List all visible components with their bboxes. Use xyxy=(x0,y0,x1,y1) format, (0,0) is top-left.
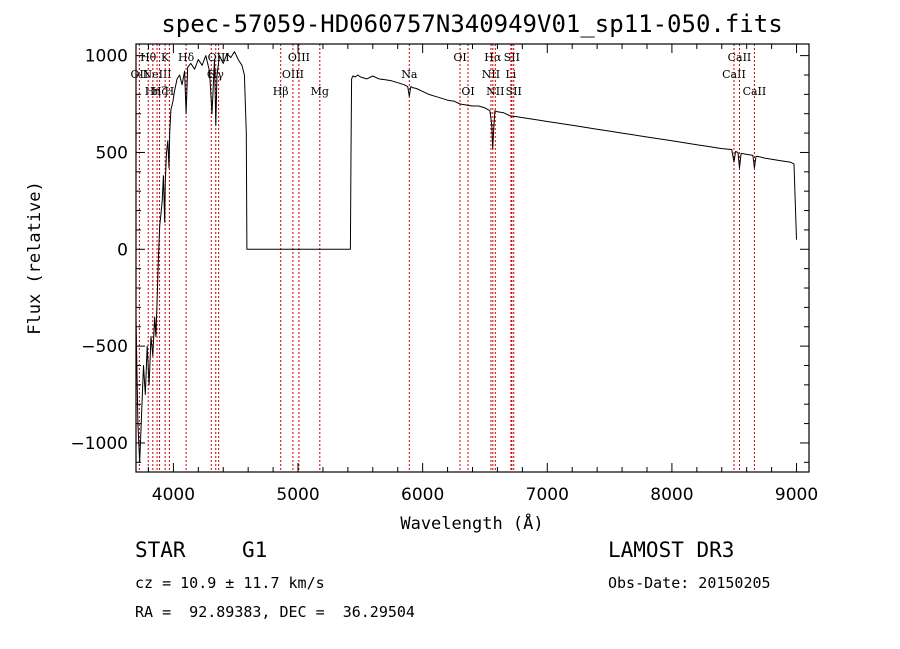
line-marker-label-26: CaII xyxy=(743,85,767,98)
line-marker-label-13: OIII xyxy=(288,51,310,64)
line-marker-label-18: NII xyxy=(482,68,500,81)
line-marker-label-17: OI xyxy=(461,85,474,98)
line-marker-label-20: NII xyxy=(486,85,504,98)
x-tick-label-6000: 6000 xyxy=(401,485,444,505)
line-marker-label-3: NeIII xyxy=(142,68,171,81)
plot-frame xyxy=(135,43,810,473)
x-tick-label-8000: 8000 xyxy=(650,485,693,505)
y-tick-label--500: −500 xyxy=(81,337,128,357)
line-marker-label-8: G xyxy=(207,68,216,81)
line-marker-label-15: Na xyxy=(401,68,418,81)
series-layer xyxy=(135,51,797,463)
line-marker-label-12: OIII xyxy=(282,68,304,81)
y-tick-label--1000: −1000 xyxy=(70,434,128,454)
x-tick-label-4000: 4000 xyxy=(152,485,195,505)
line-marker-label-7: Hδ xyxy=(178,51,195,64)
object-class: STAR xyxy=(135,538,186,562)
x-tick-label-5000: 5000 xyxy=(276,485,319,505)
y-tick-label-500: 500 xyxy=(96,143,128,163)
x-ticks: 4000 5000 6000 7000 8000 9000 xyxy=(147,44,818,505)
y-ticks: −1000 −500 0 500 1000 xyxy=(70,47,809,463)
object-subclass: G1 xyxy=(242,538,268,562)
observation-date: Obs-Date: 20150205 xyxy=(608,574,771,592)
line-marker-label-4: Hζ xyxy=(152,85,168,98)
survey-label: LAMOST DR3 xyxy=(608,538,735,562)
x-tick-label-9000: 9000 xyxy=(775,485,818,505)
line-marker-label-11: Hβ xyxy=(273,85,289,98)
redshift-text: cz = 10.9 ± 11.7 km/s xyxy=(135,574,325,592)
x-axis-label: Wavelength (Å) xyxy=(400,512,543,534)
line-marker-label-19: Hα xyxy=(484,51,502,64)
series-line-flux xyxy=(135,51,797,463)
spectrum-chart: spec-57059-HD060757N340949V01_sp11-050.f… xyxy=(25,10,818,534)
line-marker-label-24: CaII xyxy=(722,68,746,81)
line-marker-label-23: SII xyxy=(506,85,522,98)
x-tick-label-7000: 7000 xyxy=(526,485,569,505)
line-marker-label-5: K xyxy=(161,51,170,64)
coordinates-text: RA = 92.89383, DEC = 36.29504 xyxy=(135,603,415,621)
line-markers: OIIHθHηNeIIIHζKHHδGHγOIIIHβOIIIOIIIMgNaO… xyxy=(131,44,767,472)
line-marker-label-25: CaII xyxy=(728,51,752,64)
line-marker-label-21: Li xyxy=(505,68,516,81)
line-marker-label-16: OI xyxy=(453,51,466,64)
chart-title: spec-57059-HD060757N340949V01_sp11-050.f… xyxy=(161,10,782,38)
line-marker-label-6: H xyxy=(165,85,175,98)
y-tick-label-0: 0 xyxy=(117,240,128,260)
line-marker-label-22: SII xyxy=(504,51,520,64)
line-marker-label-14: Mg xyxy=(311,85,329,98)
line-marker-label-1: Hθ xyxy=(140,51,157,64)
y-tick-label-1000: 1000 xyxy=(85,47,128,67)
line-marker-label-9: Hγ xyxy=(208,68,225,81)
y-axis-label: Flux (relative) xyxy=(25,181,45,335)
